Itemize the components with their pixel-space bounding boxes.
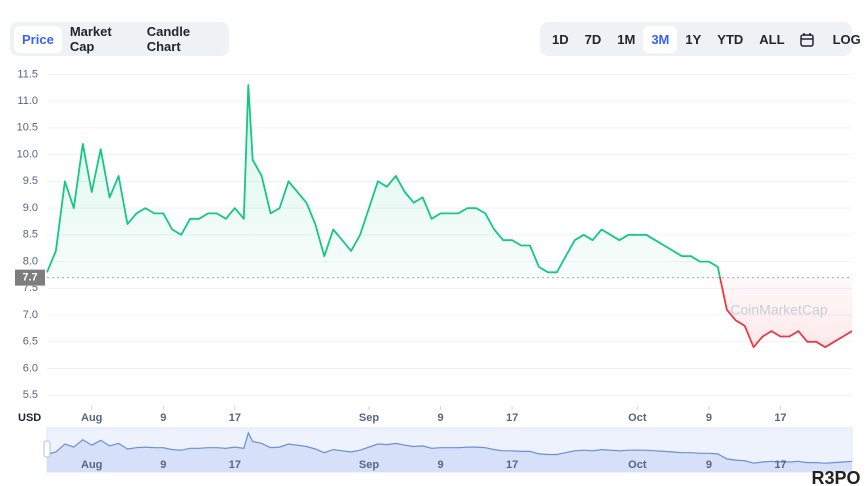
y-tick-label: 11.5 <box>17 68 38 80</box>
range-button[interactable]: 1Y <box>685 31 702 47</box>
x-tick-label: 9 <box>437 412 443 424</box>
tab[interactable]: Candle Chart <box>146 24 191 54</box>
y-tick-label: 10.0 <box>17 148 38 160</box>
navigator-tick-label: 17 <box>229 459 241 471</box>
x-tick-label: 17 <box>774 412 786 424</box>
x-tick-label: 9 <box>706 412 712 424</box>
tab-group: Price Market Cap Candle Chart <box>10 22 229 56</box>
y-tick-label: 7.0 <box>23 309 38 321</box>
y-tick-label: 9.5 <box>23 175 38 187</box>
brand: R3PO <box>811 468 860 486</box>
x-tick-label: 17 <box>506 412 518 424</box>
y-tick-label: 11.0 <box>17 95 38 107</box>
y-tick-label: 8.5 <box>23 229 38 241</box>
y-tick-label: 9.0 <box>23 202 38 214</box>
reference-label-box <box>15 269 45 286</box>
y-tick-label: 10.5 <box>17 122 38 134</box>
navigator-tick-label: Sep <box>359 459 379 471</box>
range-button[interactable]: 7D <box>584 31 602 47</box>
calendar-icon <box>799 32 814 47</box>
navigator-handle[interactable] <box>43 440 51 458</box>
x-tick-label: Sep <box>359 412 379 424</box>
reference-label: 7.7 <box>22 272 37 284</box>
calendar-button[interactable] <box>793 26 821 53</box>
y-tick-label: 5.5 <box>23 389 38 401</box>
navigator-tick-label: 9 <box>160 459 166 471</box>
navigator-area <box>47 432 852 472</box>
navigator-tick-label: 9 <box>706 459 712 471</box>
y-tick-label: 8.0 <box>23 255 38 267</box>
navigator-tick-label: 17 <box>506 459 518 471</box>
range-button[interactable]: YTD <box>717 31 744 47</box>
x-tick-label: Aug <box>81 412 102 424</box>
x-tick-label: 17 <box>229 412 241 424</box>
tab[interactable]: Market Cap <box>69 24 112 54</box>
navigator-tick-label: 17 <box>774 459 786 471</box>
range-button[interactable]: 3M <box>643 25 678 53</box>
range-group: 1D 7D 1M 3M 1Y YTD ALL LOG <box>540 22 861 56</box>
y-axis-label: USD <box>18 412 41 424</box>
y-tick-label: 6.0 <box>23 362 38 374</box>
x-tick-label: 9 <box>160 412 166 424</box>
navigator-tick-label: 9 <box>437 459 443 471</box>
navigator-line <box>46 431 853 464</box>
navigator-tick-label: Aug <box>81 459 102 471</box>
log-button[interactable]: LOG <box>832 31 861 47</box>
price-line <box>46 84 853 349</box>
area <box>47 85 852 348</box>
range-button[interactable]: ALL <box>759 31 785 47</box>
watermark: CoinMarketCap <box>730 302 827 318</box>
x-tick-label: Oct <box>628 412 647 424</box>
range-button[interactable]: 1M <box>617 31 636 47</box>
y-tick-label: 6.5 <box>23 336 38 348</box>
navigator-tick-label: Oct <box>628 459 647 471</box>
tab[interactable]: Price <box>14 25 62 53</box>
range-button[interactable]: 1D <box>552 31 569 47</box>
